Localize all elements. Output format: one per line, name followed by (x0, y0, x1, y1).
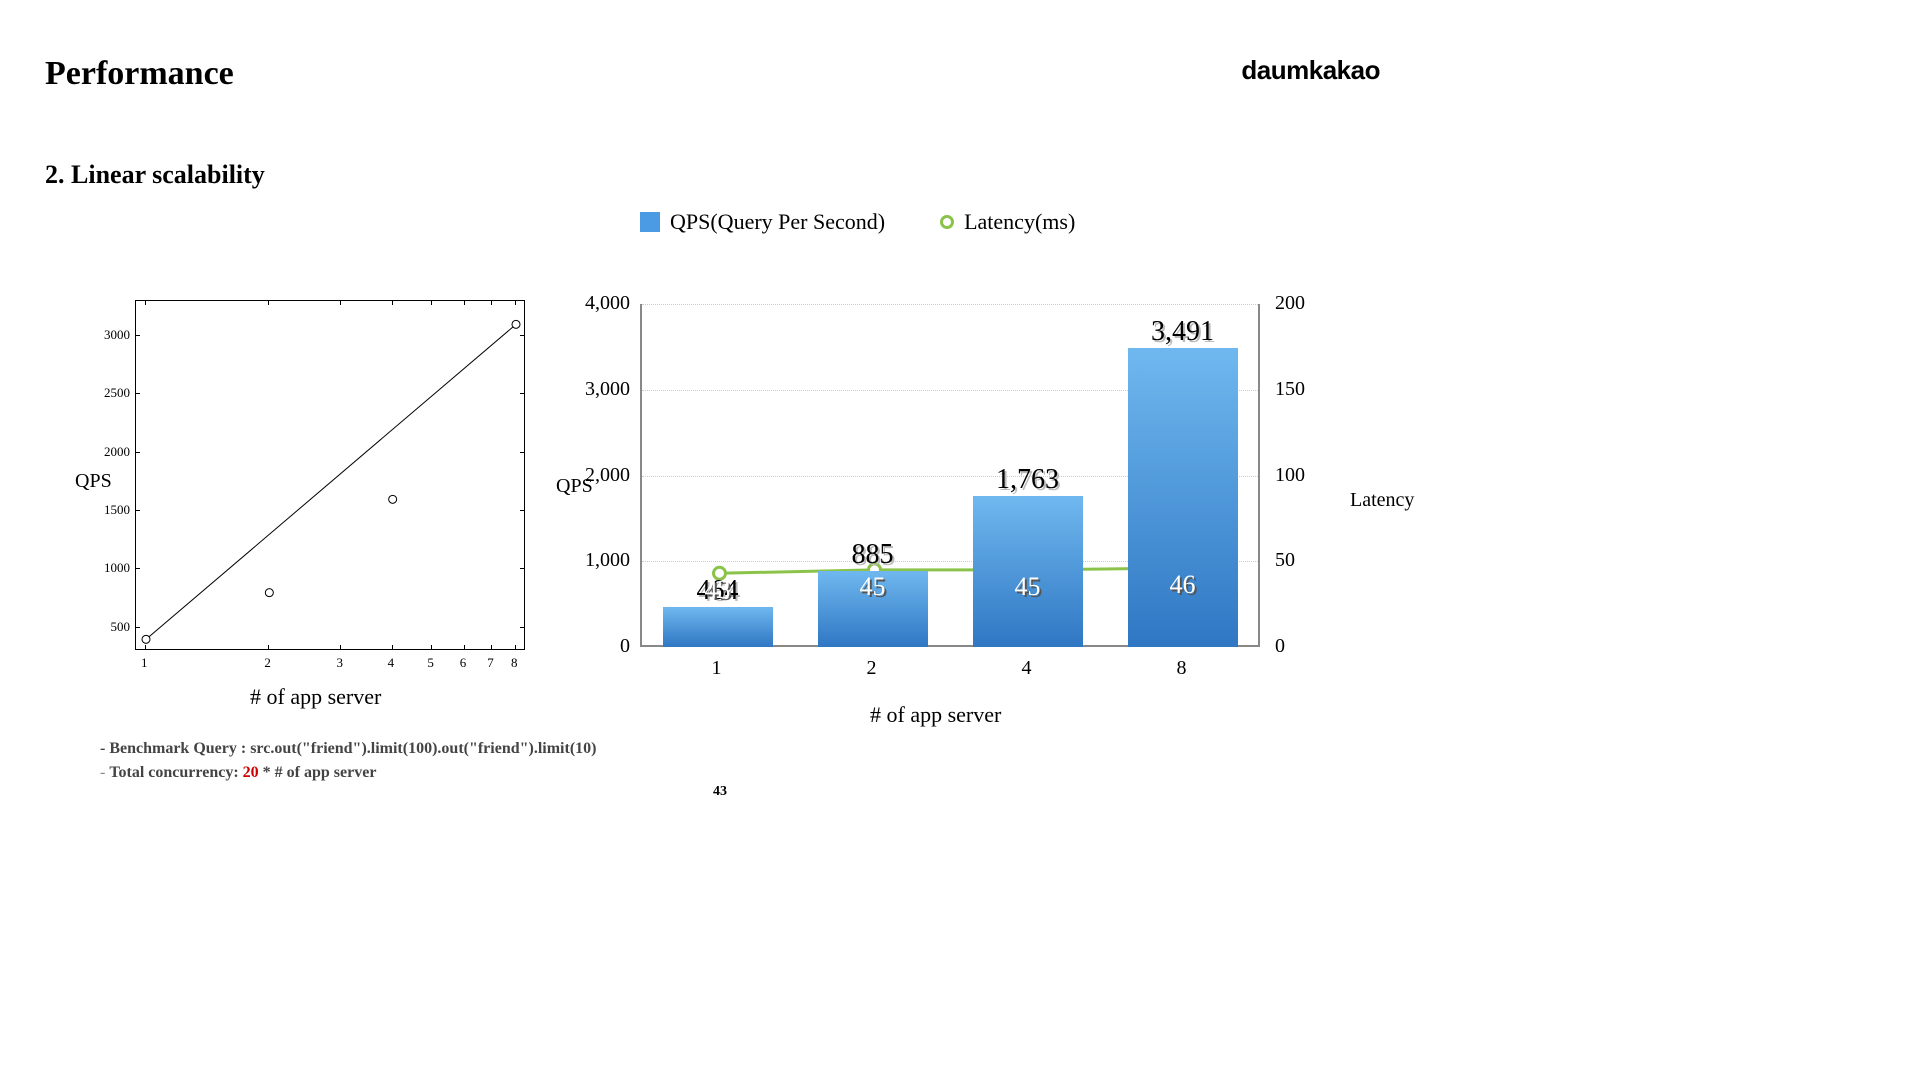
page-number: 43 (713, 784, 727, 800)
right-y-right-tick: 100 (1275, 464, 1305, 487)
qps-bar-value: 1,763 (948, 464, 1108, 496)
left-plot-area (135, 300, 525, 650)
right-y-left-tick: 0 (620, 635, 630, 658)
right-y-left-tick: 3,000 (585, 378, 630, 401)
latency-value: 45 (948, 572, 1108, 602)
right-y-right-label: Latency (1350, 489, 1414, 512)
right-y-left-tick: 2,000 (585, 464, 630, 487)
section-subtitle: 2. Linear scalability (45, 160, 265, 190)
right-y-right-tick: 0 (1275, 635, 1285, 658)
qps-bar (1128, 348, 1238, 647)
left-x-tick: 5 (427, 655, 434, 671)
right-x-tick: 4 (1022, 657, 1032, 680)
left-x-tick: 1 (141, 655, 148, 671)
brand-logo: daumkakao (1241, 55, 1380, 86)
right-combo-chart: QPS Latency # of app server 01,0002,0003… (570, 297, 1290, 692)
legend-qps-swatch (640, 212, 660, 232)
latency-value: 46 (1103, 570, 1263, 600)
right-y-right-tick: 150 (1275, 378, 1305, 401)
legend-latency-swatch (940, 215, 954, 229)
right-y-right-tick: 50 (1275, 549, 1295, 572)
left-x-tick: 3 (336, 655, 343, 671)
qps-bar-value: 885 (793, 539, 953, 571)
left-x-axis-label: # of app server (250, 684, 381, 710)
legend-qps-label: QPS(Query Per Second) (670, 209, 885, 235)
qps-bar (663, 607, 773, 647)
right-x-tick: 2 (867, 657, 877, 680)
left-y-tick: 3000 (104, 327, 130, 343)
left-x-tick: 7 (487, 655, 494, 671)
latency-value: 45 (793, 572, 953, 602)
left-y-tick: 1000 (104, 560, 130, 576)
left-x-tick: 4 (388, 655, 395, 671)
latency-value: 43 (638, 575, 798, 605)
left-y-tick: 2500 (104, 385, 130, 401)
left-chart-svg (136, 301, 526, 651)
legend-latency-label: Latency(ms) (964, 209, 1075, 235)
page-title: Performance (45, 55, 234, 93)
footnote-concurrency: - - Total concurrency: Total concurrency… (100, 764, 376, 782)
left-x-tick: 2 (264, 655, 271, 671)
right-y-right-tick: 200 (1275, 292, 1305, 315)
left-y-tick: 2000 (104, 444, 130, 460)
right-y-left-tick: 4,000 (585, 292, 630, 315)
right-y-left-tick: 1,000 (585, 549, 630, 572)
left-y-axis-label: QPS (75, 470, 112, 493)
left-x-tick: 6 (460, 655, 467, 671)
left-y-tick: 500 (111, 619, 131, 635)
footnote-benchmark: - Benchmark Query : src.out("friend").li… (100, 740, 596, 758)
qps-bar-value: 3,491 (1103, 316, 1263, 348)
left-qps-chart: QPS # of app server 50010001500200025003… (135, 300, 525, 650)
right-x-tick: 1 (712, 657, 722, 680)
right-x-tick: 8 (1177, 657, 1187, 680)
right-x-axis-label: # of app server (870, 702, 1001, 728)
chart-legend: QPS(Query Per Second) Latency(ms) (640, 209, 1075, 235)
left-y-tick: 1500 (104, 502, 130, 518)
left-x-tick: 8 (511, 655, 518, 671)
